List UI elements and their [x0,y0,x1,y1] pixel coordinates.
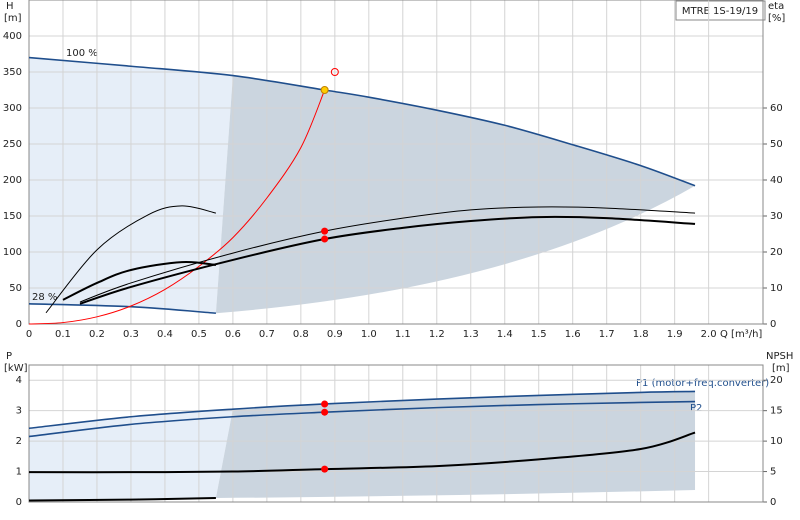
x-tick-label: 1.8 [633,329,649,340]
x-tick-label: 0.8 [293,329,309,340]
y-tick-label: 300 [3,103,22,114]
curve [28,89,326,325]
y-tick-label: 350 [3,67,22,78]
y-axis-unit: [kW] [4,363,28,374]
x-tick-label: 2.0 [701,329,717,340]
x-tick-label: 0.9 [327,329,343,340]
x-tick-label: 0.3 [123,329,139,340]
y2-axis-label: NPSH [766,351,793,362]
data-point [320,86,329,94]
title-box [675,0,766,21]
x-tick-label: 0.7 [259,329,275,340]
data-point [321,227,329,235]
x-tick-label: 1.0 [361,329,377,340]
curve [28,400,696,438]
y2-tick-label: 20 [770,375,783,386]
x-tick-label: 1.7 [599,329,615,340]
data-point [321,408,329,416]
x-tick-label: 0.2 [89,329,105,340]
y2-axis-label: eta [768,1,784,12]
curve [28,56,696,187]
y2-axis-unit: [%] [768,13,785,24]
x-tick-label: 0.1 [55,329,71,340]
y2-tick-label: 5 [770,467,776,478]
x-axis-label: Q [m³/h] [720,329,762,340]
y-tick-label: 400 [3,31,22,42]
x-tick-label: 1.6 [565,329,581,340]
y2-tick-label: 30 [770,211,783,222]
y-tick-label: 100 [3,247,22,258]
x-tick-label: 0.4 [157,329,173,340]
x-tick-label: 1.3 [463,329,479,340]
y2-tick-label: 15 [770,406,783,417]
y-tick-label: 250 [3,139,22,150]
y-tick-label: 50 [9,283,22,294]
y2-axis-unit: [m] [772,363,790,374]
data-point [330,68,339,76]
data-point [321,400,329,408]
curve [79,206,696,303]
curve [45,205,217,314]
x-tick-label: 0 [26,329,32,340]
curve [28,497,216,502]
y-axis-label: P [6,351,12,362]
y2-tick-label: 0 [770,319,776,330]
x-tick-label: 1.9 [667,329,683,340]
y-tick-label: 0 [16,497,22,508]
plot-frame [28,364,764,503]
operating-region [215,75,696,314]
y-axis-label: H [6,1,14,12]
y-tick-label: 200 [3,175,22,186]
y2-tick-label: 60 [770,103,783,114]
y2-tick-label: 10 [770,283,783,294]
y-tick-label: 4 [16,375,22,386]
y-tick-label: 150 [3,211,22,222]
curve [28,390,696,430]
data-point [321,235,329,243]
y2-tick-label: 0 [770,497,776,508]
y-tick-label: 2 [16,436,22,447]
y2-tick-label: 20 [770,247,783,258]
data-point [321,465,329,473]
y-tick-label: 1 [16,467,22,478]
x-tick-label: 0.5 [191,329,207,340]
y-tick-label: 0 [16,319,22,330]
curve [28,303,216,314]
curve [62,260,216,301]
x-tick-label: 0.6 [225,329,241,340]
curve-label: 100 % [66,48,98,59]
curve [28,431,696,474]
curve [79,215,696,305]
chart-title: MTRE 1S-19/19 [682,6,758,17]
curve-label: P1 (motor+freq.converter) [636,378,769,389]
x-tick-label: 1.4 [497,329,513,340]
y2-tick-label: 40 [770,175,783,186]
plot-frame [28,0,764,325]
y2-tick-label: 10 [770,436,783,447]
y-axis-unit: [m] [4,13,22,24]
curve-label: P2 [690,403,702,414]
x-tick-label: 1.2 [429,329,445,340]
x-tick-label: 1.5 [531,329,547,340]
y-tick-label: 3 [16,406,22,417]
x-tick-label: 1.1 [395,329,411,340]
curve-label: 28 % [32,292,57,303]
y2-tick-label: 50 [770,139,783,150]
